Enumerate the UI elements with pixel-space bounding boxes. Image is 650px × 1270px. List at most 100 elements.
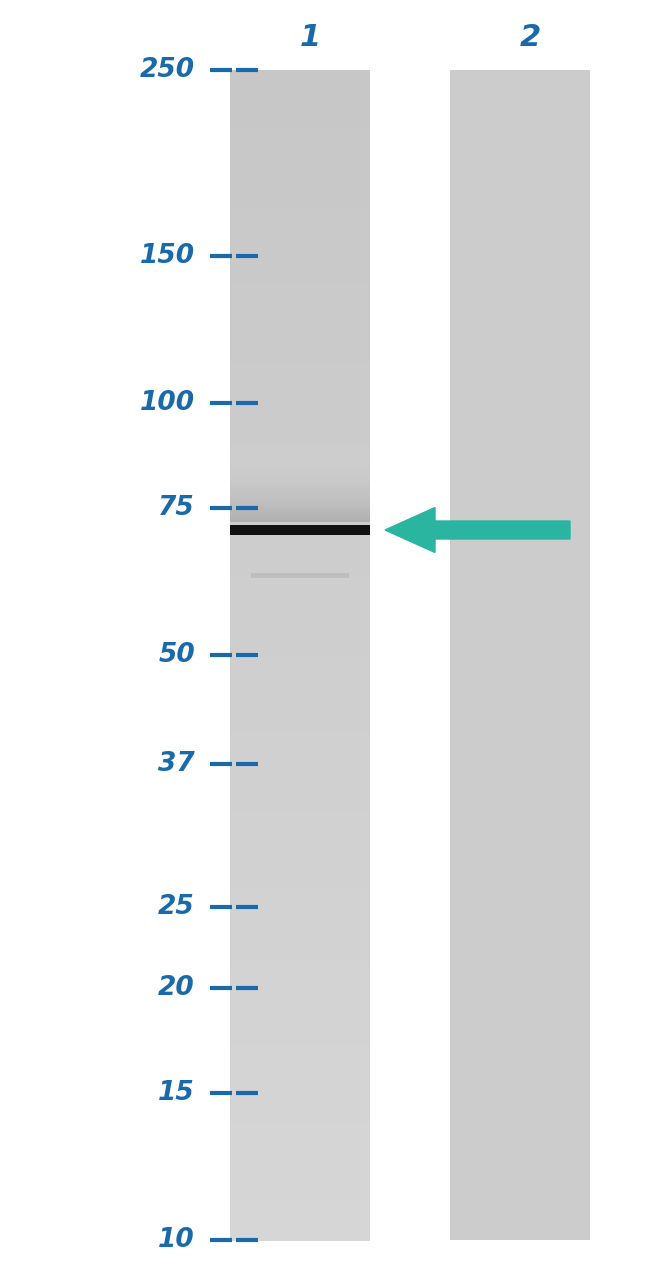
Bar <box>230 928 370 949</box>
Bar <box>230 502 370 504</box>
Bar <box>230 733 370 753</box>
Text: 100: 100 <box>140 390 195 417</box>
Bar <box>230 987 370 1007</box>
Bar <box>230 908 370 928</box>
Bar <box>230 207 370 227</box>
Bar <box>230 491 370 494</box>
Bar <box>230 448 370 450</box>
FancyArrow shape <box>385 508 570 552</box>
Bar <box>230 490 370 491</box>
Bar <box>230 446 370 448</box>
Bar <box>230 472 370 474</box>
Bar <box>230 382 370 403</box>
Bar <box>230 508 370 511</box>
Text: 250: 250 <box>140 57 195 83</box>
Bar <box>230 753 370 773</box>
Bar <box>230 478 370 480</box>
Bar <box>230 831 370 851</box>
Bar <box>230 476 370 478</box>
Bar <box>230 518 370 519</box>
Bar <box>230 519 370 522</box>
Bar <box>230 947 370 968</box>
Bar <box>230 1201 370 1222</box>
Bar <box>230 488 370 490</box>
Bar <box>251 573 349 578</box>
Bar <box>230 714 370 734</box>
Bar <box>230 453 370 456</box>
Bar <box>230 1006 370 1026</box>
Text: 10: 10 <box>158 1227 195 1253</box>
Bar <box>230 870 370 890</box>
Bar <box>230 483 370 484</box>
Bar <box>230 1162 370 1182</box>
Bar <box>230 460 370 480</box>
Bar <box>230 324 370 344</box>
Bar <box>230 525 370 535</box>
Bar <box>230 168 370 188</box>
Bar <box>230 1181 370 1201</box>
Text: 20: 20 <box>158 975 195 1001</box>
Bar <box>230 850 370 870</box>
Bar <box>230 1123 370 1143</box>
Bar <box>230 187 370 207</box>
Bar <box>230 109 370 130</box>
Bar <box>230 674 370 695</box>
Bar <box>230 966 370 988</box>
Bar <box>450 70 590 1240</box>
Text: 15: 15 <box>158 1080 195 1106</box>
Bar <box>230 616 370 636</box>
Bar <box>230 442 370 444</box>
Bar <box>230 516 370 518</box>
Bar <box>230 1220 370 1241</box>
Bar <box>230 1085 370 1105</box>
Text: 25: 25 <box>158 894 195 919</box>
Bar <box>230 480 370 483</box>
Bar <box>230 460 370 462</box>
Text: 150: 150 <box>140 243 195 269</box>
Bar <box>230 89 370 110</box>
Bar <box>230 558 370 578</box>
Bar <box>230 791 370 812</box>
Bar <box>230 494 370 497</box>
Text: 75: 75 <box>158 494 195 521</box>
Bar <box>230 265 370 286</box>
Bar <box>230 500 370 502</box>
Bar <box>230 401 370 422</box>
Bar <box>230 635 370 657</box>
Bar <box>230 538 370 559</box>
Bar <box>230 444 370 446</box>
Bar <box>230 1064 370 1085</box>
Bar <box>230 497 370 498</box>
Bar <box>230 420 370 442</box>
Bar <box>230 343 370 363</box>
Bar <box>230 456 370 458</box>
Text: 2: 2 <box>519 24 541 52</box>
Bar <box>230 452 370 453</box>
Bar <box>230 889 370 909</box>
Bar <box>230 772 370 792</box>
Bar <box>230 514 370 516</box>
Bar <box>230 812 370 832</box>
Text: 50: 50 <box>158 643 195 668</box>
Bar <box>230 70 370 90</box>
Bar <box>230 304 370 325</box>
Bar <box>230 1045 370 1066</box>
Bar <box>230 518 370 538</box>
Bar <box>230 1025 370 1046</box>
Bar <box>230 441 370 461</box>
Bar <box>230 469 370 470</box>
Bar <box>230 464 370 466</box>
Bar <box>230 1143 370 1163</box>
Bar <box>230 226 370 246</box>
Bar <box>230 128 370 149</box>
Bar <box>230 498 370 500</box>
Bar <box>230 512 370 514</box>
Bar <box>230 458 370 460</box>
Text: 1: 1 <box>300 24 320 52</box>
Bar <box>230 486 370 488</box>
Bar <box>230 470 370 472</box>
Bar <box>230 474 370 476</box>
Bar <box>230 693 370 715</box>
Bar <box>230 462 370 464</box>
Bar <box>230 480 370 500</box>
